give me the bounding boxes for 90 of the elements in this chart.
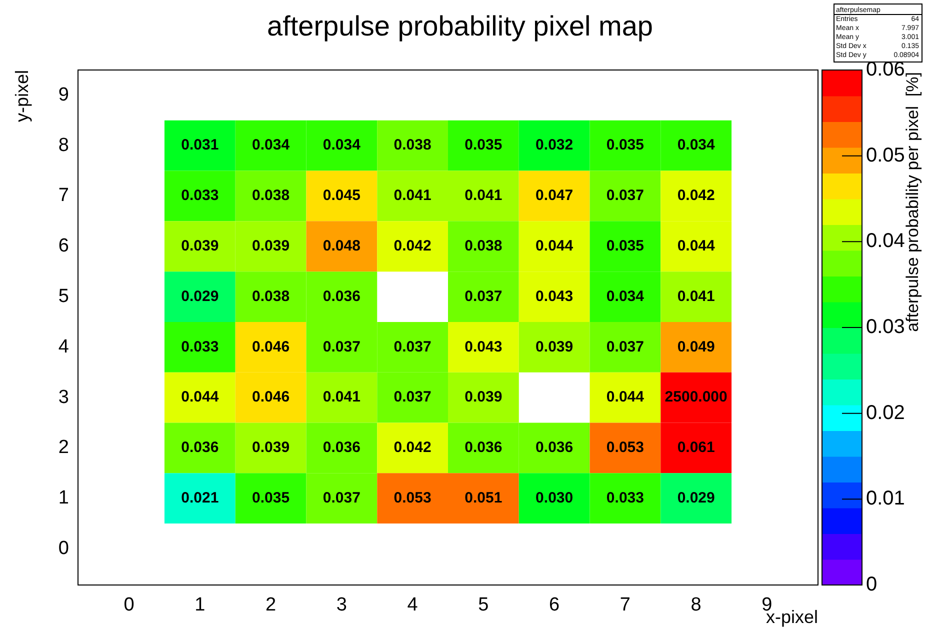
y-tick-label: 1: [58, 488, 69, 509]
data-label: 0.039: [181, 238, 219, 255]
y-tick-label: 9: [58, 84, 69, 106]
data-label: 0.044: [677, 238, 716, 255]
data-label: 0.053: [394, 489, 432, 506]
y-tick-label: 4: [58, 336, 70, 358]
data-label: 0.037: [394, 388, 432, 406]
data-label: 0.037: [322, 489, 360, 506]
data-label: 0.041: [322, 388, 360, 406]
data-label: 0.037: [606, 338, 644, 356]
data-label: 0.041: [394, 187, 432, 204]
data-label: 0.038: [394, 136, 432, 154]
data-label: 0.033: [181, 338, 219, 356]
data-label: 0.036: [536, 439, 574, 456]
data-label: 0.036: [464, 439, 502, 456]
x-tick-label: 3: [336, 594, 347, 616]
y-tick-label: 6: [58, 236, 69, 257]
x-tick-label: 4: [407, 594, 418, 616]
data-label: 0.039: [252, 238, 290, 255]
data-label: 0.035: [464, 136, 502, 154]
y-tick-label: 7: [58, 185, 69, 206]
color-bar-label: 0: [866, 574, 878, 596]
data-label: 0.042: [394, 439, 432, 456]
data-label: 0.037: [394, 338, 432, 356]
data-label: 0.029: [677, 489, 715, 506]
data-label: 0.041: [677, 288, 715, 305]
data-label: 0.021: [181, 489, 219, 506]
data-label: 0.036: [322, 288, 360, 305]
x-tick-label: 5: [478, 594, 489, 616]
data-label: 0.061: [677, 439, 715, 456]
data-label: 0.034: [252, 136, 290, 154]
data-label: 0.048: [322, 238, 360, 255]
data-label: 0.038: [464, 238, 502, 255]
data-label: 0.038: [252, 187, 290, 204]
data-label: 0.037: [322, 338, 360, 356]
color-bar-label: 0.04: [866, 230, 905, 252]
y-tick-label: 5: [58, 286, 69, 307]
data-label: 0.034: [606, 288, 645, 305]
data-label: 0.031: [181, 136, 219, 154]
data-label: 0.042: [677, 187, 715, 204]
data-label: 0.039: [464, 388, 502, 406]
data-label: 0.039: [536, 338, 574, 356]
data-label: 0.044: [536, 238, 574, 255]
data-label: 0.051: [464, 489, 502, 506]
chart-title: afterpulse probability pixel map: [267, 10, 653, 42]
y-tick-label: 2: [58, 437, 69, 458]
color-bar-label: 0.02: [866, 402, 905, 424]
data-label: 0.035: [252, 489, 290, 506]
color-bar-title: afterpulse probability per pixel [%]: [903, 72, 922, 332]
x-tick-label: 7: [620, 594, 630, 616]
color-bar-label: 0.05: [866, 144, 905, 166]
data-label: 0.035: [606, 136, 644, 154]
data-label: 0.036: [322, 439, 360, 456]
data-label: 0.029: [181, 288, 219, 305]
data-label: 0.038: [252, 288, 290, 305]
data-label: 0.047: [536, 187, 574, 204]
y-tick-label: 3: [58, 386, 69, 408]
data-label: 0.045: [322, 187, 360, 204]
data-label: 0.046: [252, 388, 290, 406]
color-bar-label: 0.01: [866, 488, 905, 510]
color-bar-label: 0.03: [866, 316, 905, 338]
data-label: 0.043: [536, 288, 574, 305]
x-tick-label: 8: [690, 594, 702, 616]
data-label: 0.035: [606, 238, 644, 255]
data-label: 0.044: [181, 388, 220, 406]
data-label: 0.039: [252, 439, 290, 456]
data-label: 0.042: [394, 238, 432, 255]
y-axis-title: y-pixel: [12, 70, 32, 122]
data-label: 0.049: [677, 338, 715, 356]
data-label: 0.030: [536, 489, 574, 506]
data-label: 0.041: [464, 187, 502, 204]
data-label: 0.033: [606, 489, 644, 506]
data-label: 0.046: [252, 338, 290, 356]
data-label: 0.034: [322, 136, 362, 154]
data-label: 0.034: [677, 136, 716, 154]
data-label: 0.036: [181, 439, 219, 456]
y-tick-label: 8: [58, 134, 69, 156]
data-label: 0.033: [181, 187, 219, 204]
data-label: 0.044: [606, 388, 645, 406]
data-label: 0.037: [464, 288, 502, 305]
data-label: 2500.000: [664, 388, 728, 406]
data-label: 0.053: [606, 439, 644, 456]
x-tick-label: 6: [549, 594, 560, 616]
data-label: 0.037: [606, 187, 644, 204]
data-label: 0.043: [464, 338, 502, 356]
data-label: 0.032: [536, 136, 574, 154]
x-tick-label: 1: [194, 594, 206, 616]
y-tick-label: 0: [58, 538, 69, 559]
x-tick-label: 2: [266, 594, 276, 616]
x-tick-label: 0: [124, 594, 134, 616]
